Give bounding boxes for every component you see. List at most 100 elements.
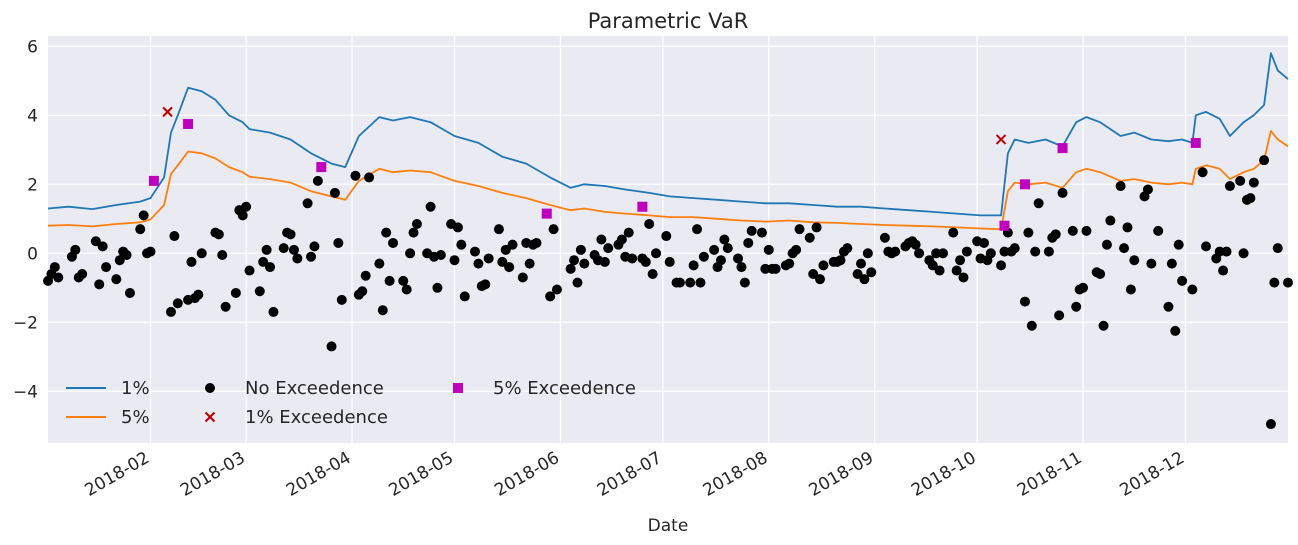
no-exceedence-point <box>688 260 699 271</box>
no-exceedence-point <box>1098 320 1109 331</box>
no-exceedence-point <box>1033 198 1044 209</box>
no-exceedence-point <box>381 227 392 238</box>
x-marker-stroke <box>995 134 1007 145</box>
no-exceedence-point <box>910 239 921 250</box>
no-exceedence-point <box>596 234 607 245</box>
no-exceedence-point <box>459 291 470 302</box>
x-tick-label: 2018-05 <box>385 448 457 501</box>
no-exceedence-point <box>999 246 1010 257</box>
no-exceedence-point <box>312 175 323 186</box>
no-exceedence-point <box>996 260 1007 271</box>
no-exceedence-point <box>978 237 989 248</box>
no-exceedence-point <box>763 244 774 255</box>
no-exceedence-point <box>811 222 822 233</box>
no-exceedence-point <box>733 253 744 264</box>
no-exceedence-point <box>1163 301 1174 312</box>
5-exceedence-point <box>1190 137 1201 148</box>
no-exceedence-point <box>217 250 228 261</box>
no-exceedence-point <box>333 237 344 248</box>
no-exceedence-point <box>1245 193 1256 204</box>
series-line-1 <box>47 52 1289 217</box>
x-tick-label: 2018-11 <box>1014 448 1086 501</box>
x-marker-stroke <box>162 106 173 118</box>
y-tick-label: 2 <box>27 175 38 195</box>
no-exceedence-point <box>695 277 706 288</box>
5-exceedence-point <box>1019 179 1030 190</box>
x-tick-label: 2018-06 <box>491 448 563 501</box>
no-exceedence-point <box>101 262 112 273</box>
no-exceedence-point <box>524 258 535 269</box>
no-exceedence-point <box>651 248 662 259</box>
no-exceedence-point <box>1050 229 1061 240</box>
no-exceedence-point <box>1081 225 1092 236</box>
legend-label: No Exceedence <box>245 378 384 399</box>
series-layer <box>43 52 1293 430</box>
no-exceedence-point <box>1187 284 1198 295</box>
no-exceedence-point <box>70 244 81 255</box>
series-points-no-exceedence <box>43 155 1293 430</box>
no-exceedence-point <box>507 239 518 250</box>
no-exceedence-point <box>77 268 88 279</box>
no-exceedence-point <box>261 244 272 255</box>
x-tick-label: 2018-10 <box>908 448 980 501</box>
no-exceedence-point <box>377 305 388 316</box>
no-exceedence-point <box>808 268 819 279</box>
legend: 1% 5% No Exceedence 1% Exceedence 5% Exceede… <box>66 378 636 428</box>
no-exceedence-point <box>196 248 207 259</box>
no-exceedence-point <box>627 253 638 264</box>
no-exceedence-point <box>94 279 105 290</box>
no-exceedence-point <box>746 225 757 236</box>
5-exceedence-point <box>316 162 327 173</box>
no-exceedence-point <box>927 260 938 271</box>
y-tick-label: −4 <box>13 382 38 402</box>
no-exceedence-point <box>1269 277 1280 288</box>
no-exceedence-point <box>480 279 491 290</box>
no-exceedence-point <box>818 260 829 271</box>
no-exceedence-point <box>914 248 925 259</box>
no-exceedence-point <box>241 201 252 212</box>
no-exceedence-point <box>1153 225 1164 236</box>
no-exceedence-point <box>432 282 443 293</box>
no-exceedence-point <box>531 237 542 248</box>
y-tick-label: 0 <box>27 244 38 264</box>
no-exceedence-point <box>374 258 385 269</box>
5-exceedence-point <box>183 118 194 129</box>
no-exceedence-point <box>230 287 241 298</box>
no-exceedence-point <box>384 275 395 286</box>
no-exceedence-point <box>213 229 224 240</box>
x-tick-label: 2018-03 <box>177 448 249 501</box>
no-exceedence-point <box>145 246 156 257</box>
no-exceedence-point <box>661 231 672 242</box>
no-exceedence-point <box>937 248 948 259</box>
y-tick-label: 4 <box>27 106 38 126</box>
no-exceedence-point <box>842 243 853 254</box>
no-exceedence-point <box>640 256 651 267</box>
no-exceedence-point <box>804 232 815 243</box>
legend-item-no-exceedence: No Exceedence <box>205 378 384 399</box>
no-exceedence-point <box>90 236 101 247</box>
no-exceedence-point <box>565 263 576 274</box>
no-exceedence-point <box>350 170 361 181</box>
no-exceedence-point <box>493 224 504 235</box>
y-tick-label: −2 <box>13 313 38 333</box>
no-exceedence-point <box>1119 243 1130 254</box>
no-exceedence-point <box>548 224 559 235</box>
no-exceedence-point <box>951 265 962 276</box>
no-exceedence-point <box>743 237 754 248</box>
no-exceedence-point <box>1177 275 1188 286</box>
legend-label: 1% <box>121 378 150 399</box>
no-exceedence-point <box>575 244 586 255</box>
no-exceedence-point <box>265 262 276 273</box>
no-exceedence-point <box>1115 181 1126 192</box>
no-exceedence-point <box>135 224 146 235</box>
x-marker-stroke <box>204 411 216 423</box>
no-exceedence-point <box>53 272 64 283</box>
no-exceedence-point <box>278 243 289 254</box>
series-points-5-exceedence <box>148 118 1201 231</box>
no-exceedence-point <box>97 241 108 252</box>
no-exceedence-point <box>756 227 767 238</box>
no-exceedence-point <box>292 253 303 264</box>
no-exceedence-point <box>698 251 709 262</box>
y-tick-label: 6 <box>27 37 38 57</box>
